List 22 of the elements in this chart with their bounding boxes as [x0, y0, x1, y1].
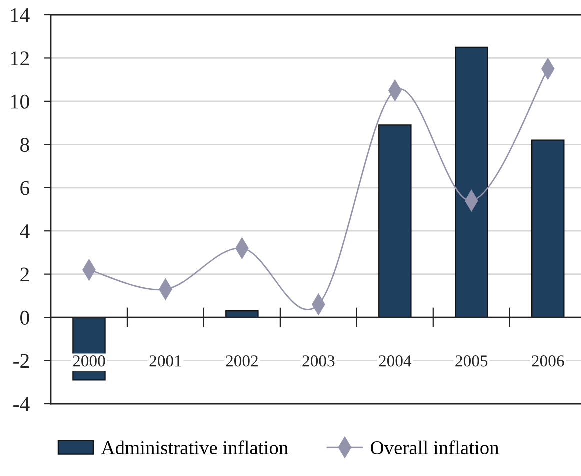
x-tick-label: 2005 [456, 356, 488, 367]
x-tick-label: 2002 [226, 356, 258, 367]
y-tick-label: 8 [20, 138, 30, 152]
y-tick-label: -2 [14, 354, 30, 368]
x-tick-label: 2000 [73, 356, 106, 367]
y-tick-label: 0 [20, 310, 30, 325]
y-tick-label: 2 [20, 268, 30, 282]
y-tick-label: 14 [11, 8, 30, 22]
x-tick-label: 2001 [150, 356, 182, 367]
y-tick-label: 10 [11, 94, 30, 109]
x-tick-label: 2004 [379, 356, 412, 367]
legend-label: Administrative inflation [101, 440, 288, 455]
bar [455, 46, 488, 318]
legend-label: Overall inflation [371, 440, 500, 455]
y-tick-label: -4 [14, 398, 30, 412]
x-tick-label: 2003 [302, 356, 335, 367]
y-tick-label: 12 [11, 52, 30, 66]
y-tick-label: 4 [20, 224, 30, 238]
x-tick-label: 2006 [532, 356, 564, 367]
y-tick-label: 6 [20, 181, 30, 196]
bar [532, 140, 565, 318]
bar [378, 124, 412, 318]
